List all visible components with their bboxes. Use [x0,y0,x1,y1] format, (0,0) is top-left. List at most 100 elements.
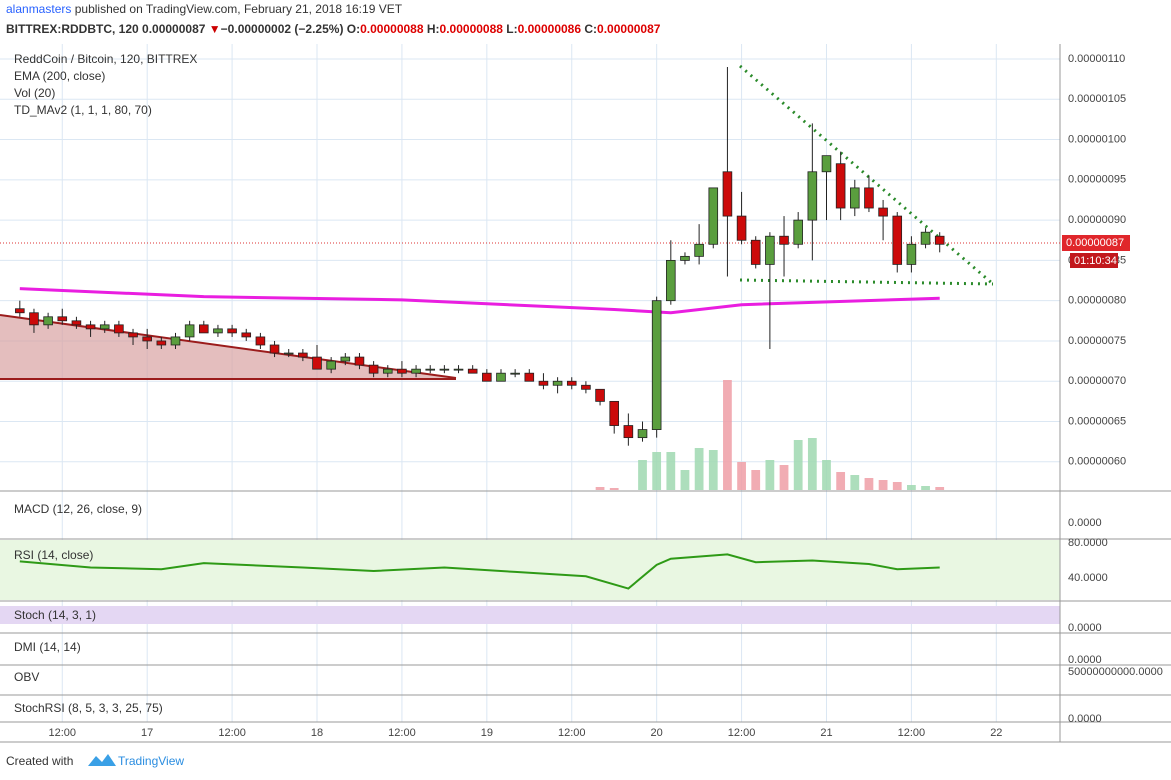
candle-body [71,320,82,326]
l-key: L: [506,22,517,36]
rsi-band [0,540,1060,600]
y-tick-label: 0.00000080 [1068,295,1126,307]
published: published on TradingView.com, February 2… [75,2,403,16]
x-tick-label: 12:00 [388,727,416,739]
candle-body [765,235,775,265]
candle-body [326,360,336,370]
candle-body [142,336,152,342]
candle-body [793,219,803,245]
candle-body [439,368,450,371]
candle-body [57,316,68,322]
candle-body [425,368,436,371]
candle-body [736,215,747,241]
candle-body [510,372,520,375]
candle-body [750,239,761,265]
candle-body [892,215,903,265]
candle-body [255,336,266,346]
x-tick-label: 19 [481,727,493,739]
candle-body [467,368,478,374]
countdown-text: 01:10:34 [1074,255,1117,267]
volume-bar [595,487,605,490]
rsi-tick-label: 80.0000 [1068,537,1108,549]
candle-body [99,324,110,330]
symbol-line: BITTREX:RDDBTC, 120 0.00000087 ▼−0.00000… [6,22,661,36]
candle-body [920,231,931,245]
panel-separators [0,44,1171,743]
x-tick-label: 22 [990,727,1002,739]
x-tick-label: 12:00 [728,727,756,739]
candle-body [637,429,648,439]
volume-bar [807,438,817,490]
panel-label: DMI (14, 14) [14,640,81,654]
legend-item: Vol (20) [14,86,55,100]
candle-body [878,207,888,217]
candle-body [906,243,917,265]
volume-bar [666,452,676,490]
x-tick-label: 12:00 [218,727,246,739]
candle-body [609,400,619,426]
symbol: BITTREX:RDDBTC, 120 [6,22,139,36]
candle-body [397,368,407,374]
footer-text: Created with [6,754,73,768]
candle-body [340,356,351,362]
candle-body [835,163,846,209]
o-val: 0.00000088 [360,22,424,36]
candle-body [552,380,563,386]
volume-bar [680,470,690,490]
candle-body [283,352,294,355]
candle-body [312,356,322,370]
candle-body [864,187,874,209]
candle-body [29,312,39,326]
candle-body [354,356,365,366]
panel-label: StochRSI (8, 5, 3, 3, 25, 75) [14,701,163,715]
logo [88,754,116,766]
axis-label: 0.0000 [1068,622,1102,634]
axis-label: 0.0000 [1068,654,1102,666]
footer-brand[interactable]: TradingView [118,754,184,768]
volume-bar [793,440,803,490]
y-tick-label: 0.00000100 [1068,133,1126,145]
volume-bar [878,480,888,490]
volume-bar [836,472,846,490]
candle-body [170,336,181,346]
candle-body [566,380,577,386]
volume-bar [864,478,874,490]
x-tick-label: 17 [141,727,153,739]
candle-body [666,259,676,302]
candle-body [694,243,704,257]
panel-label: Stoch (14, 3, 1) [14,608,96,622]
volume-bar [737,462,746,490]
volume-bar [609,488,619,490]
volume-bar [723,380,732,490]
y-tick-label: 0.00000060 [1068,456,1126,468]
candle-body [15,308,25,314]
volume-bar [638,460,647,490]
arrow: ▼ [209,22,221,36]
author: alanmasters [6,2,71,16]
axis-label: 50000000000.0000 [1068,666,1163,678]
last: 0.00000087 [142,22,206,36]
c-val: 0.00000087 [597,22,661,36]
candle-body [128,332,138,338]
rsi-tick-label: 40.0000 [1068,572,1108,584]
candle-body [382,368,393,374]
c-key: C: [584,22,597,36]
candle-body [821,155,832,173]
candle-body [227,328,237,334]
volume-bar [708,450,718,490]
volume-bar [652,452,662,490]
candle-body [496,372,506,382]
x-tick-label: 21 [820,727,832,739]
candle-body [538,380,549,386]
y-tick-label: 0.00000065 [1068,415,1126,427]
x-tick-label: 12:00 [558,727,586,739]
candle-body [298,352,308,358]
x-tick-label: 20 [651,727,663,739]
countdown-badge [1070,253,1118,268]
candle-body [156,340,167,346]
volume-bar [921,486,930,490]
stoch-band [0,606,1060,624]
volume-bar [694,448,704,490]
triangle-side [739,278,994,286]
